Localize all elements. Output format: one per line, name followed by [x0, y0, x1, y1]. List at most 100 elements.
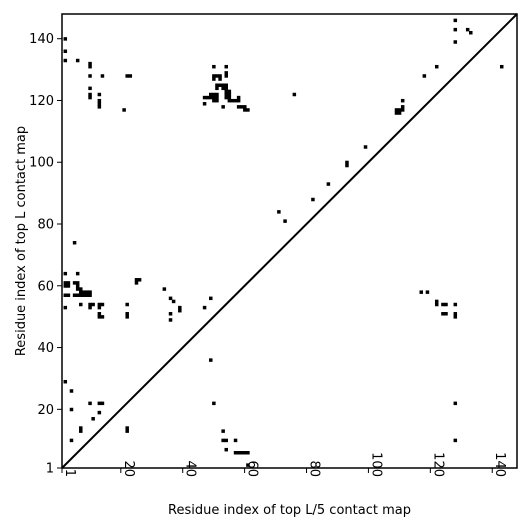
- contact-point: [441, 312, 445, 316]
- contact-point: [97, 98, 102, 103]
- contact-point: [221, 438, 225, 443]
- contact-point: [63, 305, 68, 310]
- contact-point: [128, 74, 133, 78]
- contact-point: [125, 426, 129, 430]
- contact-point: [63, 284, 68, 288]
- contact-point: [202, 102, 207, 106]
- contact-point: [75, 293, 80, 297]
- contact-point: [75, 281, 80, 285]
- contact-point: [134, 278, 139, 282]
- contact-point: [224, 83, 228, 87]
- contact-point: [97, 312, 102, 316]
- contact-point: [97, 305, 102, 310]
- contact-point: [233, 98, 238, 103]
- scatter-points: [63, 18, 504, 467]
- contact-point: [88, 86, 92, 91]
- contact-point: [444, 302, 448, 307]
- contact-point: [79, 293, 83, 297]
- contact-point: [69, 389, 74, 393]
- contact-point: [97, 302, 102, 307]
- contact-point: [224, 71, 228, 75]
- contact-point: [125, 302, 129, 307]
- x-axis-label: Residue index of top L/5 contact map: [168, 503, 411, 518]
- x-tick-label: 40: [183, 460, 198, 477]
- contact-point: [465, 27, 470, 32]
- contact-point: [205, 95, 210, 100]
- contact-point: [224, 64, 228, 69]
- contact-point: [97, 401, 102, 406]
- contact-point: [75, 271, 80, 276]
- contact-point: [236, 98, 241, 103]
- x-tick-label: 20: [121, 460, 136, 477]
- x-tick-label: 1: [62, 469, 77, 477]
- x-tick-label: 60: [245, 460, 260, 477]
- contact-point: [66, 293, 71, 297]
- contact-point: [243, 451, 247, 455]
- contact-point: [224, 74, 228, 78]
- contact-point: [79, 426, 83, 430]
- y-tick-label: 80: [37, 218, 54, 233]
- contact-point: [209, 296, 213, 301]
- contact-point: [394, 111, 399, 115]
- contact-point: [236, 451, 241, 455]
- contact-point: [246, 108, 250, 112]
- contact-point: [419, 290, 423, 294]
- contact-point: [168, 296, 173, 301]
- contact-point: [125, 315, 129, 319]
- contact-point: [63, 293, 68, 297]
- contact-point: [168, 318, 173, 322]
- contact-point: [441, 302, 445, 307]
- contact-point: [397, 108, 402, 112]
- contact-point: [224, 89, 228, 94]
- contact-point: [171, 299, 176, 304]
- contact-point: [85, 293, 89, 297]
- x-tick-label: 80: [307, 460, 322, 477]
- contact-point: [88, 74, 92, 78]
- contact-point: [79, 429, 83, 433]
- contact-point: [88, 92, 92, 97]
- contact-point: [218, 74, 222, 78]
- contact-point: [221, 429, 225, 433]
- contact-point: [236, 95, 241, 100]
- contact-point: [215, 98, 219, 103]
- contact-point: [233, 438, 238, 443]
- contact-point: [453, 438, 458, 443]
- contact-point: [97, 105, 102, 109]
- contact-point: [91, 302, 95, 307]
- contact-point: [277, 210, 281, 214]
- contact-point: [227, 98, 232, 103]
- contact-point: [178, 305, 182, 310]
- contact-point: [75, 284, 80, 288]
- contact-point: [88, 64, 92, 69]
- contact-point: [453, 18, 458, 23]
- contact-point: [63, 379, 68, 384]
- contact-point: [469, 30, 473, 35]
- contact-point: [202, 95, 207, 100]
- contact-point: [88, 290, 92, 294]
- contact-point: [215, 92, 219, 97]
- contact-point: [224, 86, 228, 91]
- contact-point: [88, 293, 92, 297]
- contact-point: [79, 302, 83, 307]
- contact-point: [202, 305, 207, 310]
- y-tick-label: 40: [37, 341, 54, 356]
- contact-point: [209, 358, 213, 362]
- contact-point: [345, 160, 349, 165]
- contact-point: [227, 95, 232, 100]
- contact-point: [224, 438, 228, 443]
- contact-point: [434, 302, 439, 307]
- contact-point: [72, 293, 77, 297]
- contact-point: [88, 95, 92, 100]
- contact-point: [63, 58, 68, 63]
- contact-point: [97, 102, 102, 106]
- contact-point: [434, 299, 439, 304]
- y-tick-label: 100: [29, 156, 54, 171]
- contact-point: [212, 92, 216, 97]
- contact-point: [212, 64, 216, 69]
- contact-point: [345, 163, 349, 168]
- contact-point: [79, 290, 83, 294]
- contact-point: [453, 40, 458, 44]
- contact-point: [122, 108, 126, 112]
- contact-point: [246, 451, 250, 455]
